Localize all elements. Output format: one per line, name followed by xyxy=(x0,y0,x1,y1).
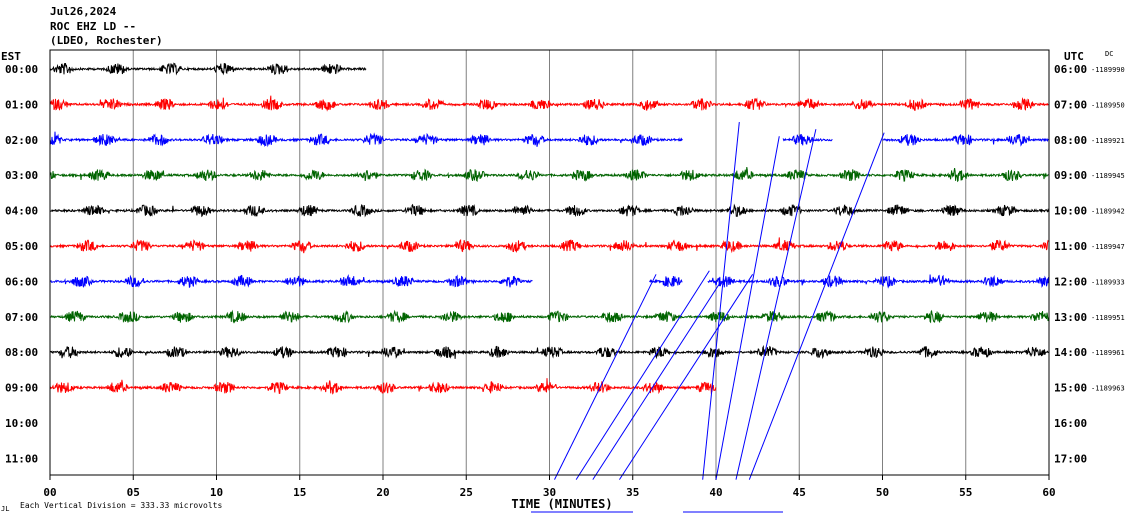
station-code: ROC EHZ LD -- xyxy=(50,20,137,33)
trace-row-0100 xyxy=(49,95,1049,112)
x-tick-label: 50 xyxy=(876,486,889,499)
helicorder-date: Jul26,2024 xyxy=(50,5,117,18)
trace-row-0400 xyxy=(49,203,1049,218)
row-dc-offset: -1189961 xyxy=(1091,349,1125,357)
telemetry-glitch-line-2 xyxy=(575,270,710,480)
row-dc-offset: -1189951 xyxy=(1091,314,1125,322)
x-axis-label: TIME (MINUTES) xyxy=(511,497,612,511)
x-tick-label: 00 xyxy=(43,486,56,499)
row-est-label: 08:00 xyxy=(5,346,38,359)
telemetry-glitch-line-4 xyxy=(619,274,754,480)
trace-row-0800 xyxy=(49,344,1049,360)
row-utc-label: 17:00 xyxy=(1054,452,1087,465)
row-est-label: 03:00 xyxy=(5,169,38,182)
row-utc-label: 15:00 xyxy=(1054,382,1087,395)
x-tick-label: 20 xyxy=(376,486,389,499)
row-dc-offset: -1189921 xyxy=(1091,137,1125,145)
trace-row-0200 xyxy=(49,131,1049,148)
telemetry-glitch-line-1 xyxy=(554,274,657,480)
telemetry-glitch-line-5 xyxy=(702,122,740,480)
dc-offset-flag: DC xyxy=(1105,50,1113,58)
telemetry-glitch-line-8 xyxy=(748,132,885,480)
row-est-label: 01:00 xyxy=(5,98,38,111)
row-utc-label: 07:00 xyxy=(1054,98,1087,111)
row-dc-offset: -1189933 xyxy=(1091,278,1125,286)
row-utc-label: 11:00 xyxy=(1054,240,1087,253)
row-est-label: 04:00 xyxy=(5,205,38,218)
x-tick-label: 25 xyxy=(460,486,473,499)
left-zone-label: EST xyxy=(1,50,21,63)
row-utc-label: 12:00 xyxy=(1054,275,1087,288)
row-est-label: 09:00 xyxy=(5,382,38,395)
trace-row-0300 xyxy=(49,167,1049,183)
telemetry-glitch-line-6 xyxy=(715,136,780,480)
row-utc-label: 08:00 xyxy=(1054,134,1087,147)
trace-row-0000 xyxy=(49,62,367,76)
vertical-scale-note: Each Vertical Division = 333.33 microvol… xyxy=(20,501,222,510)
row-est-label: 02:00 xyxy=(5,134,38,147)
telemetry-glitch-line-7 xyxy=(735,129,817,480)
logo-mark-icon: JL xyxy=(1,505,9,513)
x-tick-label: 40 xyxy=(709,486,722,499)
row-utc-label: 13:00 xyxy=(1054,311,1087,324)
row-dc-offset: -1189947 xyxy=(1091,243,1125,251)
row-dc-offset: -1189945 xyxy=(1091,172,1125,180)
x-tick-label: 60 xyxy=(1042,486,1055,499)
row-est-label: 05:00 xyxy=(5,240,38,253)
x-tick-label: 05 xyxy=(127,486,140,499)
row-dc-offset: -1189942 xyxy=(1091,208,1125,216)
row-dc-offset: -1189963 xyxy=(1091,385,1125,393)
row-utc-label: 09:00 xyxy=(1054,169,1087,182)
trace-row-0700 xyxy=(49,309,1049,324)
row-dc-offset: -1189950 xyxy=(1091,101,1125,109)
row-utc-label: 16:00 xyxy=(1054,417,1087,430)
x-tick-label: 35 xyxy=(626,486,639,499)
row-utc-label: 10:00 xyxy=(1054,205,1087,218)
x-tick-label: 55 xyxy=(959,486,972,499)
plot-frame xyxy=(49,49,1050,476)
row-est-label: 06:00 xyxy=(5,275,38,288)
row-est-label: 11:00 xyxy=(5,452,38,465)
row-utc-label: 06:00 xyxy=(1054,63,1087,76)
x-tick-label: 15 xyxy=(293,486,306,499)
telemetry-glitch-line-3 xyxy=(592,281,722,480)
row-est-label: 07:00 xyxy=(5,311,38,324)
network-name: (LDEO, Rochester) xyxy=(50,34,163,47)
x-tick-label: 10 xyxy=(210,486,223,499)
right-zone-label: UTC xyxy=(1064,50,1084,63)
trace-row-0500 xyxy=(49,237,1049,254)
row-est-label: 00:00 xyxy=(5,63,38,76)
trace-row-0600 xyxy=(50,274,1049,289)
x-tick-label: 45 xyxy=(793,486,806,499)
svg-text:JL: JL xyxy=(1,505,9,513)
row-est-label: 10:00 xyxy=(5,417,38,430)
x-tick-label: 30 xyxy=(543,486,556,499)
row-utc-label: 14:00 xyxy=(1054,346,1087,359)
trace-row-0900 xyxy=(49,378,717,395)
row-dc-offset: -1189990 xyxy=(1091,66,1125,74)
